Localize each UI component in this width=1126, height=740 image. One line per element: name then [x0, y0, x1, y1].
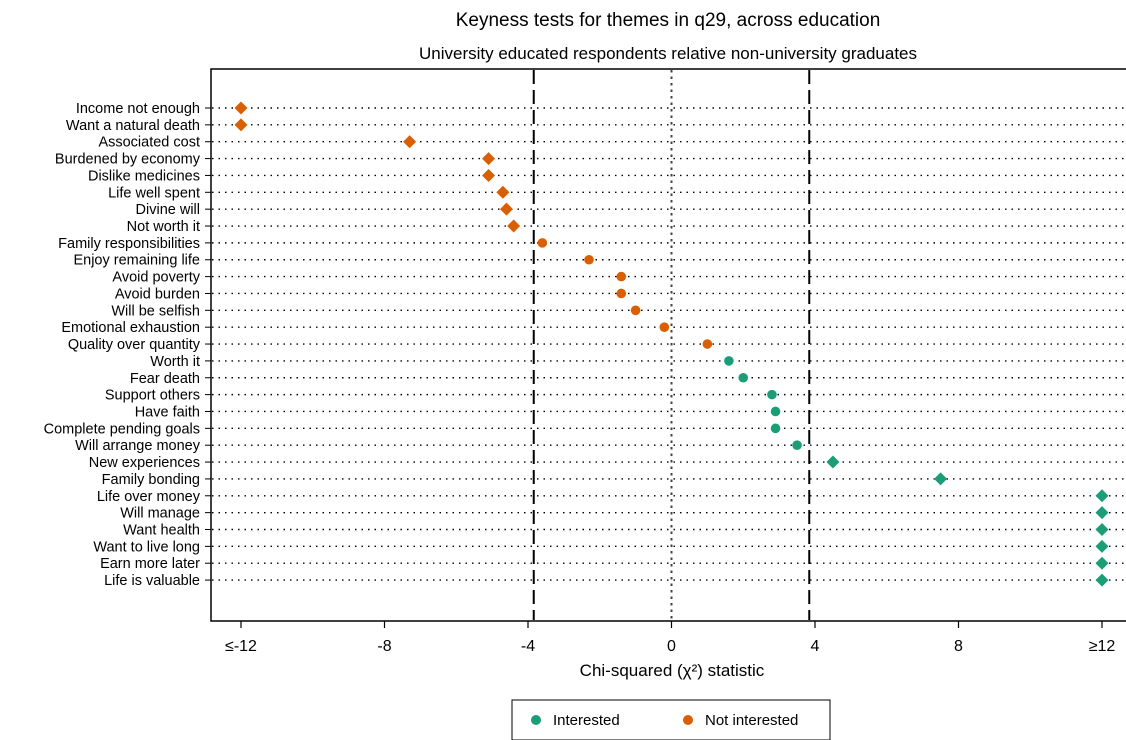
category-label: Burdened by economy [55, 152, 201, 168]
plot-frame [210, 68, 1126, 622]
reference-lines [532, 70, 811, 620]
data-point [482, 168, 496, 182]
data-point [770, 406, 781, 417]
data-point [1095, 506, 1109, 520]
data-point [1095, 523, 1109, 536]
data-point [584, 254, 594, 265]
category-label: Family responsibilities [58, 236, 200, 252]
category-label: Want a natural death [66, 118, 200, 134]
category-label: Earn more later [100, 556, 200, 572]
legend-not-interested-marker [683, 715, 693, 725]
x-tick-label: ≤-12 [225, 638, 257, 655]
category-label: Support others [105, 388, 200, 404]
category-label: Emotional exhaustion [61, 320, 200, 336]
data-point [537, 238, 548, 248]
x-tick-label: -8 [377, 638, 391, 655]
category-label: Life well spent [108, 185, 200, 201]
data-point [630, 305, 641, 316]
category-label: Dislike medicines [88, 168, 200, 184]
category-label: Fear death [130, 371, 200, 387]
legend: Interested Not interested [511, 699, 831, 740]
category-label: Associated cost [98, 135, 200, 151]
legend-interested-marker [531, 715, 541, 725]
category-label: Enjoy remaining life [73, 253, 200, 269]
category-label: Will manage [120, 506, 200, 522]
x-tick-label: 0 [667, 638, 676, 655]
data-point [792, 440, 802, 451]
chart-title: Keyness tests for themes in q29, across … [456, 10, 881, 31]
row-gridlines [212, 107, 1126, 581]
category-label: Family bonding [102, 472, 200, 488]
category-label: Income not enough [76, 101, 200, 117]
category-label: Worth it [150, 354, 200, 370]
category-label: Will arrange money [75, 438, 201, 454]
legend-interested-label: Interested [553, 712, 620, 729]
category-label: Avoid burden [115, 286, 200, 302]
data-point [1095, 556, 1109, 570]
x-tick-label: 4 [811, 638, 820, 655]
data-point [738, 372, 749, 383]
category-label: Life over money [97, 489, 201, 505]
x-axis: ≤-12 -8 -4 0 4 8 ≥12 [225, 621, 1115, 655]
data-point [826, 455, 840, 469]
data-point [770, 423, 781, 434]
category-label: Have faith [135, 404, 200, 420]
data-point [934, 472, 948, 486]
category-label: New experiences [89, 455, 200, 471]
data-point [482, 152, 496, 166]
data-point [507, 219, 521, 233]
category-label: Life is valuable [104, 573, 200, 589]
data-point [1095, 573, 1109, 587]
data-point [499, 202, 513, 216]
data-point [1095, 489, 1109, 503]
data-point [616, 288, 627, 299]
category-label: Divine will [136, 202, 200, 218]
x-axis-label: Chi-squared (χ²) statistic [580, 661, 765, 680]
category-label: Complete pending goals [44, 421, 200, 437]
legend-box [511, 699, 831, 740]
data-point [403, 135, 417, 149]
data-points [234, 101, 1109, 587]
category-label: Not worth it [127, 219, 200, 235]
data-point [659, 322, 670, 332]
data-point [1095, 539, 1109, 553]
category-label: Quality over quantity [68, 337, 201, 353]
category-label: Want health [123, 523, 200, 539]
data-point [767, 389, 777, 400]
category-label: Will be selfish [111, 303, 200, 319]
x-tick-label: -4 [521, 638, 535, 655]
data-point [616, 271, 627, 282]
data-point [496, 185, 510, 199]
x-tick-label: 8 [954, 638, 963, 655]
x-tick-label: ≥12 [1089, 638, 1116, 655]
data-point [234, 118, 248, 132]
data-point [234, 101, 248, 115]
legend-not-interested-label: Not interested [705, 712, 798, 729]
category-label: Avoid poverty [112, 270, 200, 286]
data-point [702, 339, 713, 349]
chart-subtitle: University educated respondents relative… [419, 44, 917, 63]
category-label: Want to live long [93, 539, 200, 555]
data-point [724, 356, 734, 366]
